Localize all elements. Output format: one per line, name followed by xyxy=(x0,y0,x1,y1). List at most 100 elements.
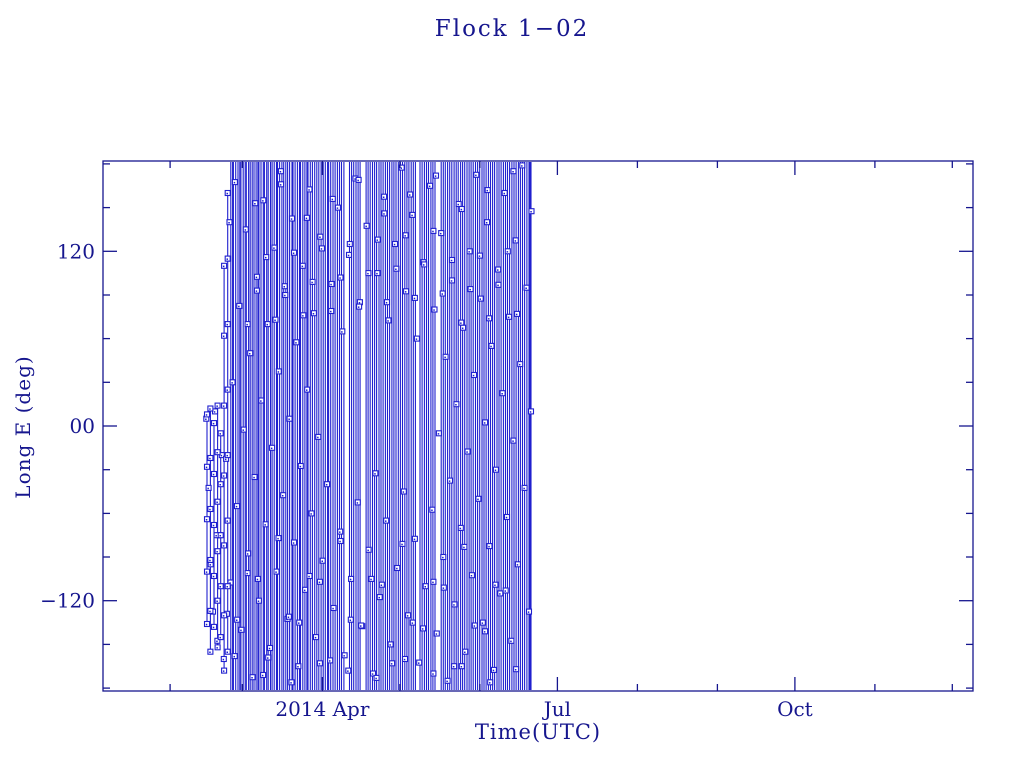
data-point-dot xyxy=(507,316,510,319)
data-point-dot xyxy=(404,291,407,293)
data-point-dot xyxy=(367,272,369,275)
data-point-dot xyxy=(488,318,490,320)
data-point-dot xyxy=(433,309,435,311)
data-point-dot xyxy=(483,422,486,424)
data-point-dot xyxy=(403,658,406,661)
data-point-dot xyxy=(354,178,356,180)
data-point-dot xyxy=(404,235,406,237)
data-point-dot xyxy=(282,495,284,497)
data-layer xyxy=(206,162,532,690)
data-point-dot xyxy=(319,236,321,238)
data-point-dot xyxy=(401,543,403,546)
data-point-dot xyxy=(406,615,409,617)
data-point-dot xyxy=(494,584,496,586)
data-point-dot xyxy=(376,239,378,241)
data-point-dot xyxy=(358,302,361,304)
data-point-dot xyxy=(529,411,532,413)
data-point-dot xyxy=(444,356,446,359)
data-point-dot xyxy=(274,319,276,321)
data-point-dot xyxy=(229,582,231,584)
data-point-dot xyxy=(213,411,216,413)
data-point-dot xyxy=(246,572,248,575)
data-point-dot xyxy=(468,251,470,253)
chart-title: Flock 1−02 xyxy=(434,16,590,42)
data-point-dot xyxy=(236,619,238,621)
data-point-dot xyxy=(292,542,295,544)
data-point-dot xyxy=(205,623,208,626)
data-point-dot xyxy=(432,673,434,675)
data-point-dot xyxy=(325,484,328,486)
data-point-dot xyxy=(442,587,445,589)
data-point-dot xyxy=(347,670,349,672)
data-point-dot xyxy=(516,564,519,566)
data-point-dot xyxy=(279,184,282,186)
data-point-dot xyxy=(222,545,225,547)
data-point-dot xyxy=(222,265,225,268)
data-point-dot xyxy=(371,673,374,675)
data-point-dot xyxy=(336,207,339,209)
data-point-dot xyxy=(205,414,208,416)
data-point-dot xyxy=(226,454,228,457)
data-point-dot xyxy=(514,240,517,242)
axes-layer xyxy=(102,160,974,692)
data-point-dot xyxy=(209,610,211,613)
data-point-dot xyxy=(514,669,517,671)
data-point-dot xyxy=(501,393,503,395)
data-point-dot xyxy=(262,200,264,202)
data-point-dot xyxy=(308,575,310,578)
data-point-dot xyxy=(297,666,299,668)
data-point-dot xyxy=(314,636,317,639)
data-point-dot xyxy=(339,540,341,543)
data-point-dot xyxy=(463,546,465,549)
data-point-dot xyxy=(251,677,253,679)
data-point-dot xyxy=(209,564,211,566)
data-point-dot xyxy=(205,418,207,420)
data-point-dot xyxy=(222,335,225,337)
data-point-dot xyxy=(256,578,259,581)
data-point-dot xyxy=(226,586,228,588)
data-point-dot xyxy=(457,203,459,206)
data-point-dot xyxy=(339,531,341,533)
data-point-dot xyxy=(212,473,215,476)
x-tick-label: Oct xyxy=(777,697,813,721)
data-point-dot xyxy=(472,374,475,377)
data-point-dot xyxy=(284,294,286,297)
data-point-dot xyxy=(268,647,271,650)
data-point-dot xyxy=(216,501,218,503)
data-point-dot xyxy=(409,194,411,196)
data-point-dot xyxy=(402,491,405,493)
data-point-dot xyxy=(452,666,455,668)
data-point-dot xyxy=(321,560,323,562)
data-point-dot xyxy=(367,549,369,552)
data-point-dot xyxy=(222,475,225,477)
data-point-dot xyxy=(470,575,473,577)
data-point-dot xyxy=(494,469,497,471)
data-point-dot xyxy=(348,243,351,246)
data-point-dot xyxy=(216,600,218,602)
data-point-dot xyxy=(347,254,350,257)
x-tick-label: Jul xyxy=(542,697,571,721)
data-point-dot xyxy=(411,622,414,624)
data-point-dot xyxy=(244,229,247,231)
data-point-dot xyxy=(219,433,221,435)
data-point-dot xyxy=(277,371,280,373)
data-point-dot xyxy=(383,213,385,215)
data-point-dot xyxy=(222,615,225,617)
data-point-dot xyxy=(382,196,385,198)
data-point-dot xyxy=(505,516,508,519)
data-point-dot xyxy=(434,175,437,177)
data-point-dot xyxy=(205,519,208,521)
data-point-dot xyxy=(378,596,380,599)
data-point-dot xyxy=(478,255,481,257)
data-point-dot xyxy=(219,535,221,537)
data-point-dot xyxy=(413,297,416,300)
data-point-dot xyxy=(205,466,208,469)
data-point-dot xyxy=(253,476,255,479)
data-point-dot xyxy=(390,663,393,665)
data-point-dot xyxy=(512,171,514,173)
data-point-dot xyxy=(460,322,462,324)
data-point-dot xyxy=(442,556,444,559)
data-point-dot xyxy=(212,422,215,425)
